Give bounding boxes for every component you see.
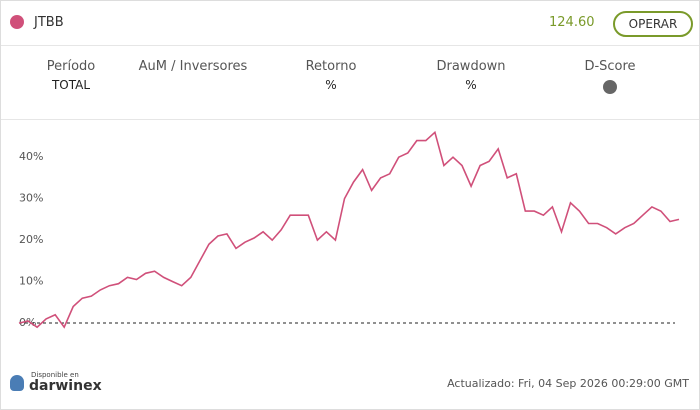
stats-row: Período TOTAL AuM / Inversores Retorno% D… [1, 59, 699, 120]
badge-caption: Disponible en [31, 371, 79, 379]
stat-label: Drawdown [436, 59, 506, 74]
updated-time: Actualizado: Fri, 04 Sep 2026 00:29:00 G… [447, 377, 689, 390]
stat: Retorno% [261, 59, 401, 92]
stat: D-Score [540, 59, 680, 94]
status-dot [10, 15, 24, 29]
y-tick-label: 30% [19, 192, 43, 205]
badge-brand: darwinex [29, 378, 102, 394]
stat: Drawdown% [401, 59, 541, 92]
trade-button[interactable]: OPERAR [613, 11, 693, 37]
price-line [18, 130, 680, 329]
y-tick-label: 40% [19, 150, 43, 163]
y-tick-label: 10% [19, 275, 43, 288]
price: 124.60 [549, 15, 595, 30]
stat-label: Retorno [305, 59, 357, 74]
stat-label: Período [46, 59, 96, 74]
y-tick-label: 20% [19, 233, 43, 246]
product-name: JTBB [34, 15, 64, 30]
brand-logo [10, 375, 24, 391]
stat-value: % [325, 78, 337, 92]
stat: AuM / Inversores [123, 59, 263, 74]
stat-label: D-Score [584, 59, 636, 74]
stat-value: TOTAL [51, 78, 91, 92]
header: JTBB 124.60 OPERAR [1, 1, 699, 46]
stat-label: AuM / Inversores [138, 59, 248, 74]
stat-value: % [465, 78, 477, 92]
stat: Período TOTAL [1, 59, 141, 92]
dscore-icon [603, 80, 617, 94]
